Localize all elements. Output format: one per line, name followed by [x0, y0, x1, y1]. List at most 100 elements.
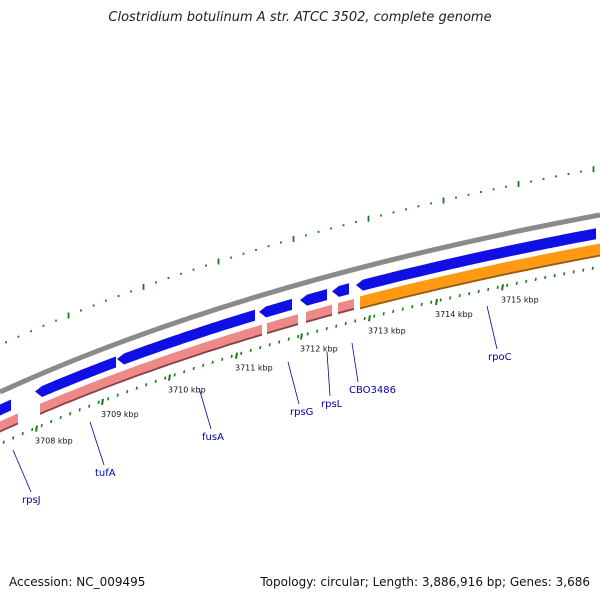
- gene-leader-line: [486, 305, 498, 350]
- gene-leader-line: [287, 361, 300, 405]
- ruler-dash: [553, 273, 556, 278]
- ruler-dash: [449, 296, 452, 300]
- ruler-dash: [306, 332, 309, 336]
- ruler-dash: [230, 354, 233, 358]
- ruler-dash: [97, 400, 100, 405]
- major-tick: [168, 374, 171, 381]
- genome-backbone: [0, 212, 600, 395]
- ruler-dash: [278, 340, 281, 344]
- ruler-dash: [297, 334, 300, 339]
- reverse-gene: [0, 413, 18, 431]
- accession-text: Accession: NC_009495: [9, 575, 146, 589]
- gene-leader-line: [198, 387, 212, 430]
- ruler-dash: [515, 281, 518, 286]
- ruler-dash: [116, 393, 119, 397]
- reverse-gene-shadow: [267, 323, 298, 335]
- ruler-dash: [477, 289, 480, 294]
- reverse-gene: [306, 304, 332, 321]
- ruler-dash: [525, 279, 528, 284]
- major-tick: [368, 315, 371, 322]
- ruler-dash: [354, 319, 357, 323]
- major-tick: [235, 352, 238, 359]
- scale-tick-label: 3715 kbp: [501, 295, 539, 304]
- gene-label[interactable]: CBO3486: [349, 385, 396, 396]
- ruler-dash: [40, 423, 43, 428]
- genome-summary-text: Topology: circular; Length: 3,886,916 bp…: [260, 575, 590, 589]
- ruler-dash: [582, 268, 585, 272]
- forward-gene: [356, 228, 596, 291]
- ruler-dash: [544, 275, 547, 280]
- ruler-dash: [430, 300, 433, 304]
- gene-label[interactable]: rpsL: [321, 399, 343, 410]
- major-tick: [101, 398, 104, 406]
- ruler-dash: [202, 363, 205, 368]
- reverse-gene-shadow: [0, 422, 18, 433]
- reverse-gene-shadow: [360, 254, 600, 310]
- ruler-dash: [221, 357, 224, 361]
- ruler-dash: [2, 440, 5, 444]
- ruler-dash: [572, 270, 575, 274]
- ruler-dash: [78, 408, 81, 412]
- reverse-gene: [267, 314, 298, 333]
- scale-tick-label: 3710 kbp: [168, 386, 206, 395]
- ruler-dash: [192, 366, 195, 371]
- ruler-dash: [335, 324, 338, 328]
- ruler-dash: [325, 326, 328, 331]
- ruler-dash: [12, 436, 15, 440]
- ruler-dash: [382, 312, 385, 316]
- major-tick: [35, 425, 38, 432]
- gene-label[interactable]: rpsG: [290, 407, 313, 418]
- ruler-dash: [135, 386, 138, 390]
- major-tick: [435, 298, 438, 306]
- forward-strand-track: [0, 228, 596, 416]
- ruler-dash: [591, 266, 594, 270]
- ruler-dash: [506, 283, 509, 287]
- ruler-dash: [211, 360, 214, 364]
- forward-gene: [259, 298, 292, 318]
- forward-gene: [332, 283, 349, 297]
- ruler-dash: [145, 383, 148, 387]
- reverse-gene-shadow: [40, 380, 122, 415]
- ruler-dash: [411, 305, 414, 309]
- reverse-gene-rpoc: [360, 243, 600, 308]
- reverse-gene-shadow: [122, 333, 262, 383]
- gene-label[interactable]: rpsJ: [22, 495, 41, 506]
- ruler-dash: [392, 309, 395, 314]
- scale-tick-label: 3711 kbp: [235, 364, 273, 373]
- gene-label[interactable]: rpoC: [488, 352, 512, 363]
- forward-gene: [35, 356, 116, 397]
- reverse-gene-shadow: [306, 313, 332, 323]
- ruler-dash: [496, 285, 499, 290]
- ruler-dash: [373, 314, 376, 318]
- gene-label[interactable]: fusA: [202, 432, 224, 443]
- ruler-dash: [31, 427, 34, 432]
- ruler-dash: [487, 287, 490, 292]
- gene-label[interactable]: tufA: [95, 468, 116, 479]
- forward-gene: [0, 399, 11, 416]
- ruler-dash: [420, 302, 423, 307]
- ruler-dash: [50, 419, 53, 424]
- forward-gene: [300, 289, 327, 306]
- ruler-dash: [534, 277, 537, 282]
- ruler-dash: [21, 432, 24, 436]
- gene-leader-line: [12, 449, 32, 493]
- gc-dot-track: [5, 166, 595, 344]
- gene-leader-line: [351, 342, 359, 383]
- scale-ruler: 3708 kbp 3709 kbp 3710 kbp 3711 kbp 3712 kbp…: [2, 266, 594, 446]
- scale-tick-label: 3708 kbp: [35, 437, 73, 446]
- ruler-dash: [458, 294, 461, 298]
- gene-leader-line: [326, 351, 331, 397]
- ruler-dash: [563, 272, 566, 276]
- ruler-dash: [268, 343, 271, 347]
- major-tick: [501, 284, 504, 291]
- reverse-gene: [40, 371, 122, 413]
- gene-labels: rpsJ tufA fusA rpsG rpsL CBO3486 rpoC: [12, 305, 512, 506]
- scale-tick-label: 3714 kbp: [435, 310, 473, 319]
- gene-leader-line: [89, 421, 105, 466]
- forward-gene: [117, 309, 255, 365]
- ruler-dash: [401, 307, 404, 311]
- ruler-dash: [183, 370, 186, 374]
- ruler-dash: [69, 412, 72, 416]
- reverse-gene: [122, 324, 262, 381]
